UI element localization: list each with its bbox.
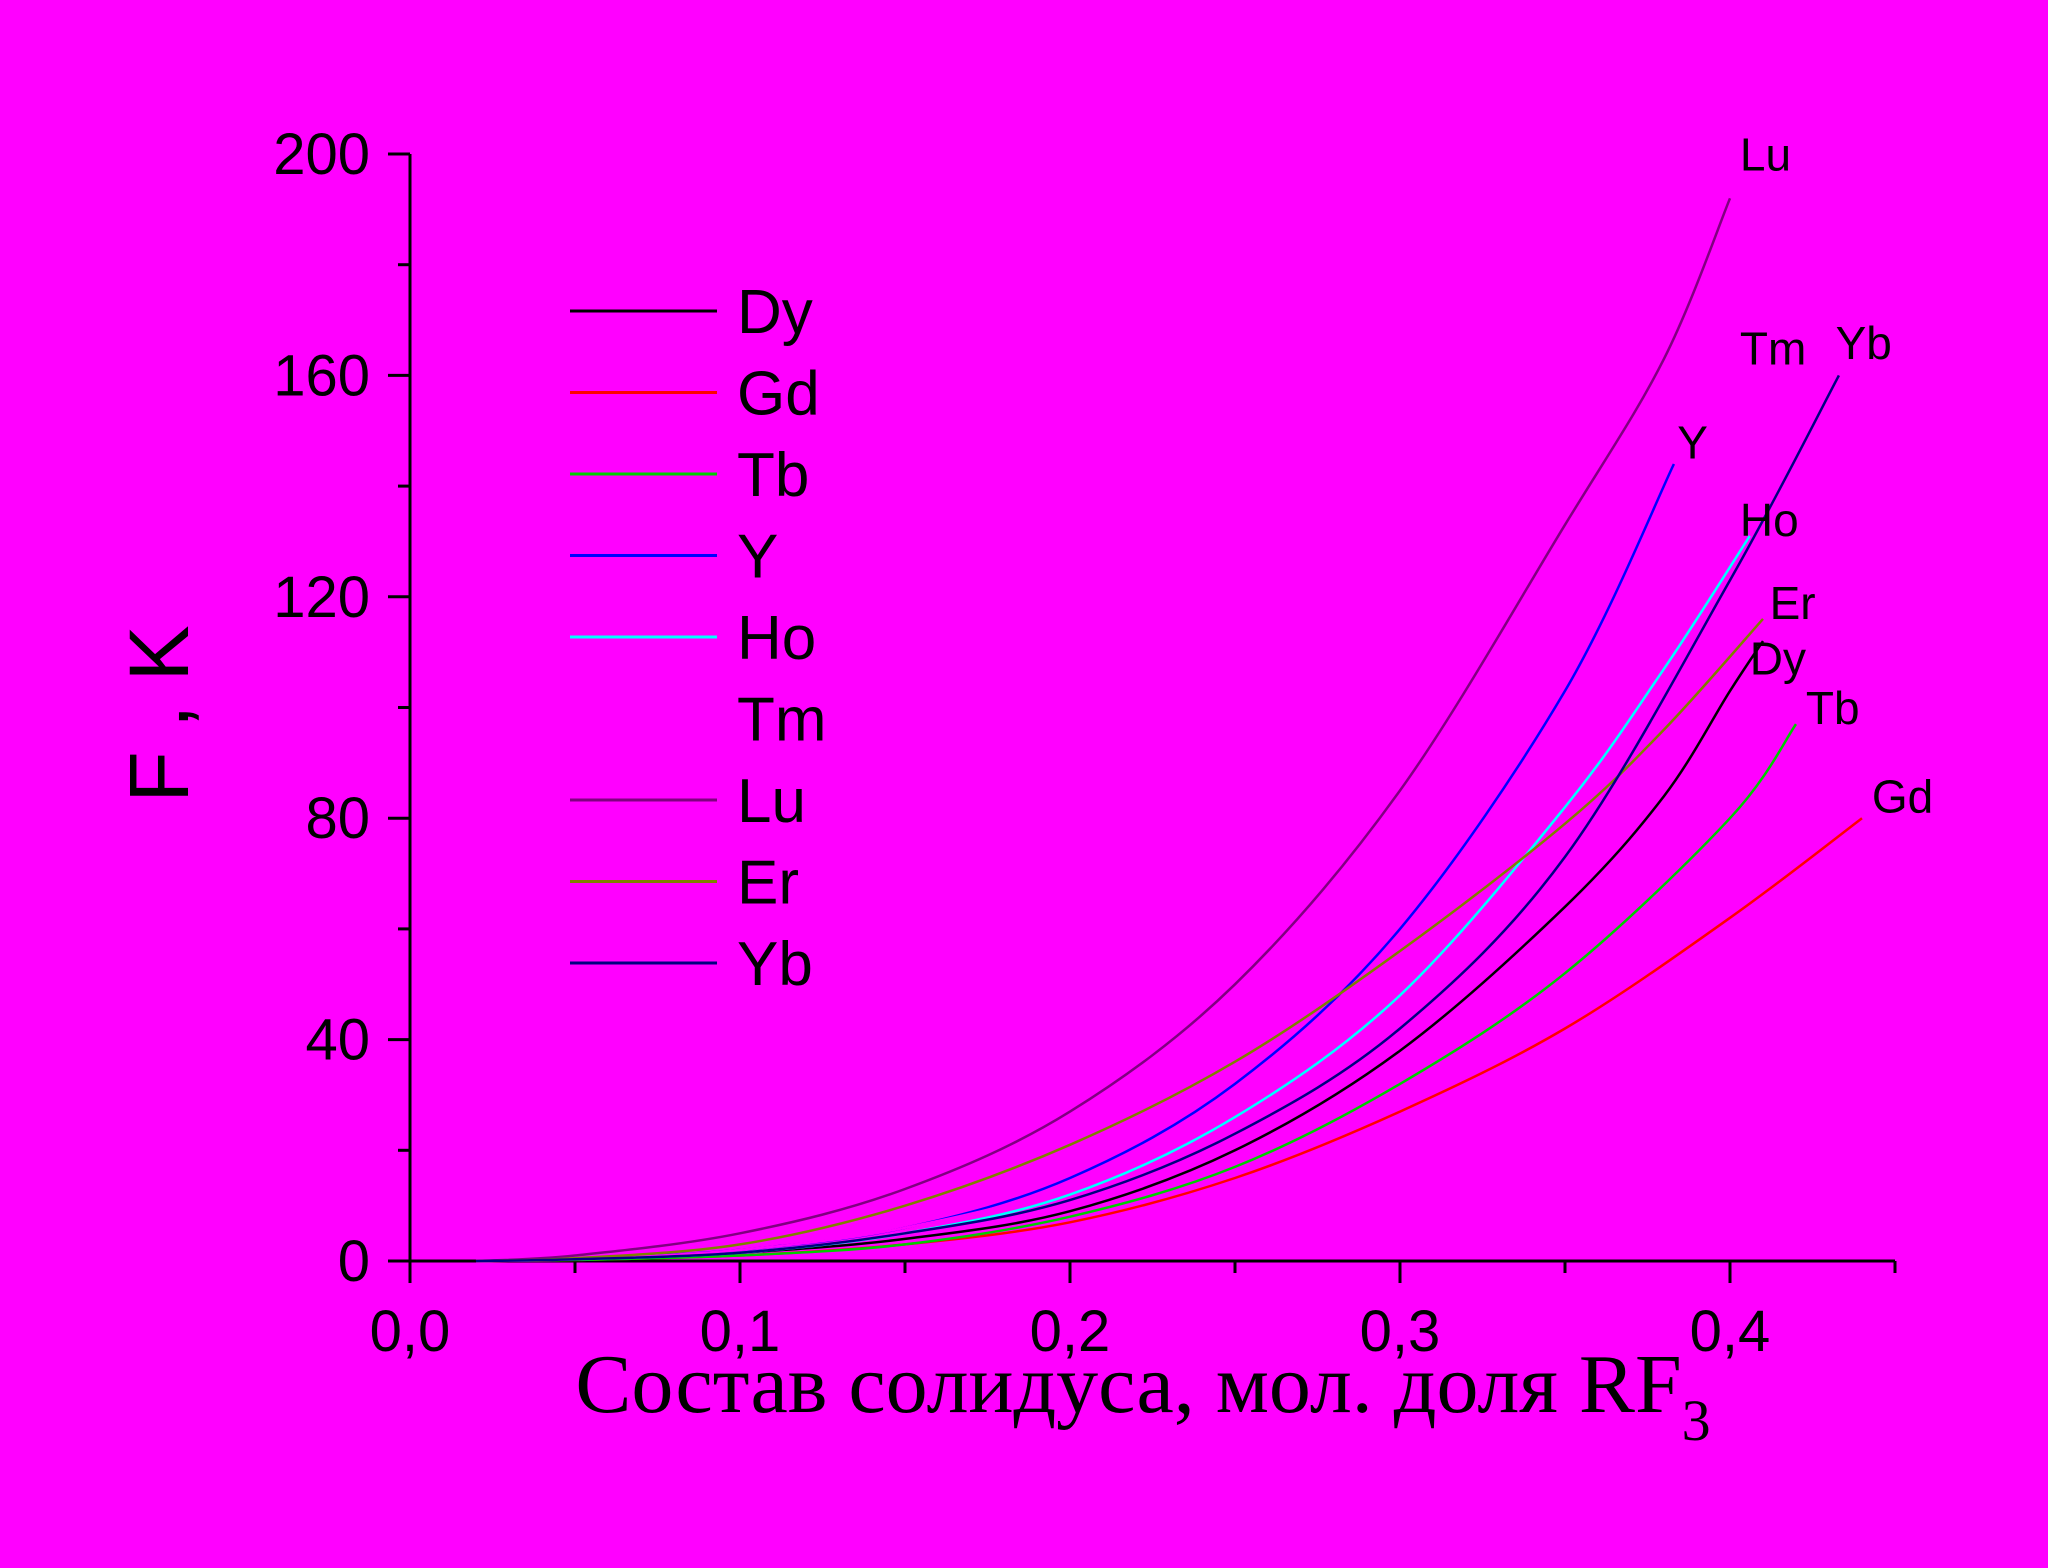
series-line-lu [475, 197, 1732, 1263]
y-axis-label: F , K [112, 625, 206, 802]
curve-label-lu: Lu [1740, 129, 1791, 181]
y-tick-label: 120 [273, 565, 370, 630]
series-line-tm [475, 524, 1682, 1263]
x-tick-label: 0,1 [700, 1299, 781, 1364]
legend-label-gd: Gd [737, 360, 820, 429]
axes: 0,0 0,1 0,2 0,3 0,4 0 40 80 120 160 200 [273, 122, 1897, 1364]
series-line-yb [475, 374, 1841, 1263]
curve-label-gd: Gd [1872, 771, 1933, 823]
series-line-ho [475, 535, 1751, 1263]
legend-label-tm: Tm [737, 686, 827, 755]
legend-label-tb: Tb [737, 441, 809, 510]
legend-label-er: Er [737, 849, 799, 918]
legend-label-yb: Yb [737, 930, 813, 999]
x-axis-label-main: Состав солидуса, мол. доля RF [575, 1338, 1681, 1431]
y-tick-label: 0 [338, 1229, 370, 1294]
curve-label-yb: Yb [1836, 317, 1892, 369]
curve-label-y: Y [1677, 416, 1708, 468]
series-layer [475, 197, 1863, 1263]
legend-label-y: Y [737, 523, 778, 592]
legend: Dy Gd Tb Y Ho Tm Lu Er Yb [570, 278, 827, 999]
series-line-er [475, 618, 1764, 1263]
curve-label-tm: Tm [1740, 322, 1806, 374]
curve-label-tb: Tb [1806, 682, 1860, 734]
series-line-dy [475, 640, 1765, 1263]
series-line-gd [475, 817, 1863, 1263]
y-tick-label: 80 [305, 786, 370, 851]
x-axis-label: Состав солидуса, мол. доля RF3 [575, 1338, 1710, 1453]
y-tick-label: 200 [273, 122, 370, 187]
x-axis-label-subscript: 3 [1682, 1388, 1711, 1453]
x-tick-label: 0,2 [1030, 1299, 1111, 1364]
x-tick-label: 0,4 [1690, 1299, 1771, 1364]
legend-label-lu: Lu [737, 767, 806, 836]
curve-label-er: Er [1770, 577, 1816, 629]
y-tick-label: 40 [305, 1008, 370, 1073]
legend-label-ho: Ho [737, 604, 816, 673]
x-tick-label: 0,0 [370, 1299, 451, 1364]
legend-label-dy: Dy [737, 278, 813, 347]
curve-label-ho: Ho [1740, 494, 1799, 546]
curve-label-dy: Dy [1750, 632, 1806, 684]
x-tick-label: 0,3 [1360, 1299, 1441, 1364]
y-tick-label: 160 [273, 343, 370, 408]
series-line-tb [475, 723, 1798, 1263]
